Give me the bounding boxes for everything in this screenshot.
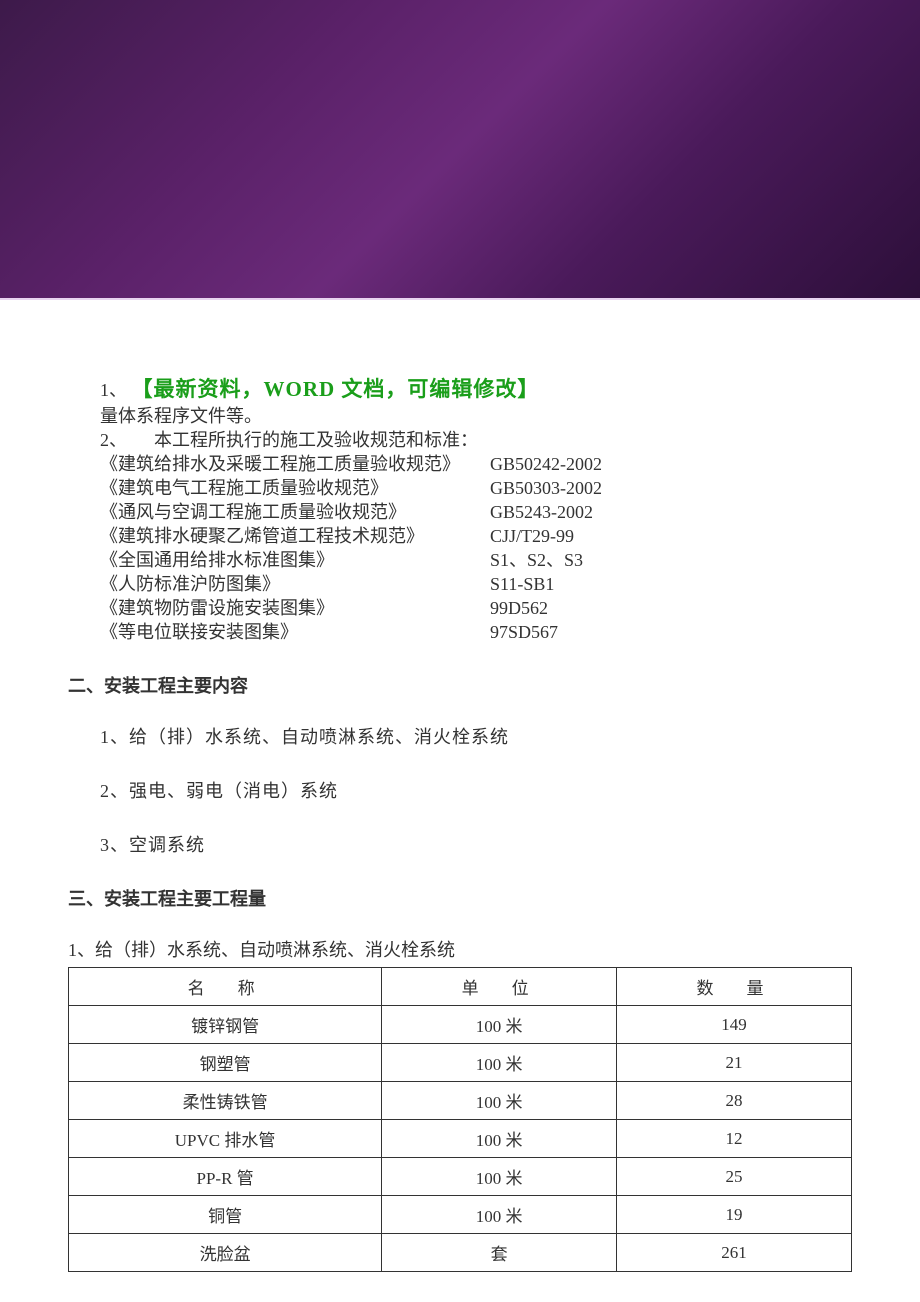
cell-qty: 19 bbox=[617, 1196, 852, 1234]
section-2-item: 2、强电、弱电（消电）系统 bbox=[100, 777, 820, 803]
cell-qty: 149 bbox=[617, 1006, 852, 1044]
table-row: 洗脸盆 套 261 bbox=[69, 1234, 852, 1272]
table-row: PP-R 管 100 米 25 bbox=[69, 1158, 852, 1196]
cell-name: 洗脸盆 bbox=[69, 1234, 382, 1272]
spec-code: GB50303-2002 bbox=[490, 476, 820, 500]
spec-code: 97SD567 bbox=[490, 620, 820, 644]
cell-qty: 261 bbox=[617, 1234, 852, 1272]
cell-unit: 100 米 bbox=[382, 1006, 617, 1044]
col-header-qty: 数 量 bbox=[617, 968, 852, 1006]
cell-unit: 100 米 bbox=[382, 1158, 617, 1196]
section-2-item: 1、给（排）水系统、自动喷淋系统、消火栓系统 bbox=[100, 723, 820, 749]
spec-code: S1、S2、S3 bbox=[490, 548, 820, 572]
cell-unit: 套 bbox=[382, 1234, 617, 1272]
table-row: 钢塑管 100 米 21 bbox=[69, 1044, 852, 1082]
table-header-row: 名 称 单 位 数 量 bbox=[69, 968, 852, 1006]
section-standards: 1、 【最新资料，WORD 文档，可编辑修改】 量体系程序文件等。 2、 本工程… bbox=[100, 375, 820, 644]
cell-qty: 12 bbox=[617, 1120, 852, 1158]
spec-name: 《建筑电气工程施工质量验收规范》 bbox=[100, 476, 490, 500]
table-row: 柔性铸铁管 100 米 28 bbox=[69, 1082, 852, 1120]
spec-code: CJJ/T29-99 bbox=[490, 524, 820, 548]
spec-row: 《建筑物防雷设施安装图集》 99D562 bbox=[100, 596, 820, 620]
cell-name: UPVC 排水管 bbox=[69, 1120, 382, 1158]
line-2: 2、 本工程所执行的施工及验收规范和标准： bbox=[100, 428, 820, 452]
spec-row: 《等电位联接安装图集》 97SD567 bbox=[100, 620, 820, 644]
table-row: 铜管 100 米 19 bbox=[69, 1196, 852, 1234]
cell-unit: 100 米 bbox=[382, 1120, 617, 1158]
spec-code: GB50242-2002 bbox=[490, 452, 820, 476]
col-header-name: 名 称 bbox=[69, 968, 382, 1006]
cell-unit: 100 米 bbox=[382, 1082, 617, 1120]
spec-row: 《建筑排水硬聚乙烯管道工程技术规范》 CJJ/T29-99 bbox=[100, 524, 820, 548]
spec-row: 《建筑电气工程施工质量验收规范》 GB50303-2002 bbox=[100, 476, 820, 500]
table-row: 镀锌钢管 100 米 149 bbox=[69, 1006, 852, 1044]
document-content: 1、 【最新资料，WORD 文档，可编辑修改】 量体系程序文件等。 2、 本工程… bbox=[0, 300, 920, 1302]
spec-row: 《人防标准沪防图集》 S11-SB1 bbox=[100, 572, 820, 596]
spec-code: GB5243-2002 bbox=[490, 500, 820, 524]
line-1: 1、 【最新资料，WORD 文档，可编辑修改】 bbox=[100, 375, 820, 404]
cell-name: 柔性铸铁管 bbox=[69, 1082, 382, 1120]
section-3-header: 三、安装工程主要工程量 bbox=[68, 885, 820, 911]
cell-name: PP-R 管 bbox=[69, 1158, 382, 1196]
cell-name: 钢塑管 bbox=[69, 1044, 382, 1082]
section-2-header: 二、安装工程主要内容 bbox=[68, 672, 820, 698]
cell-name: 铜管 bbox=[69, 1196, 382, 1234]
col-header-unit: 单 位 bbox=[382, 968, 617, 1006]
cell-qty: 21 bbox=[617, 1044, 852, 1082]
section-2-item: 3、空调系统 bbox=[100, 831, 820, 857]
cell-name: 镀锌钢管 bbox=[69, 1006, 382, 1044]
cell-unit: 100 米 bbox=[382, 1044, 617, 1082]
line-1-num: 1、 bbox=[100, 380, 127, 400]
spec-name: 《建筑给排水及采暖工程施工质量验收规范》 bbox=[100, 452, 490, 476]
spec-name: 《人防标准沪防图集》 bbox=[100, 572, 490, 596]
line-1-cont: 量体系程序文件等。 bbox=[100, 404, 820, 428]
spec-name: 《全国通用给排水标准图集》 bbox=[100, 548, 490, 572]
header-banner bbox=[0, 0, 920, 300]
quantity-table: 名 称 单 位 数 量 镀锌钢管 100 米 149 钢塑管 100 米 21 … bbox=[68, 967, 852, 1272]
spec-row: 《建筑给排水及采暖工程施工质量验收规范》 GB50242-2002 bbox=[100, 452, 820, 476]
spec-code: 99D562 bbox=[490, 596, 820, 620]
spec-row: 《全国通用给排水标准图集》 S1、S2、S3 bbox=[100, 548, 820, 572]
spec-name: 《建筑物防雷设施安装图集》 bbox=[100, 596, 490, 620]
cell-qty: 25 bbox=[617, 1158, 852, 1196]
spec-name: 《等电位联接安装图集》 bbox=[100, 620, 490, 644]
cell-qty: 28 bbox=[617, 1082, 852, 1120]
spec-code: S11-SB1 bbox=[490, 572, 820, 596]
highlight-title: 【最新资料，WORD 文档，可编辑修改】 bbox=[132, 377, 540, 401]
spec-name: 《建筑排水硬聚乙烯管道工程技术规范》 bbox=[100, 524, 490, 548]
spec-name: 《通风与空调工程施工质量验收规范》 bbox=[100, 500, 490, 524]
table-intro: 1、给（排）水系统、自动喷淋系统、消火栓系统 bbox=[68, 936, 820, 962]
cell-unit: 100 米 bbox=[382, 1196, 617, 1234]
spec-row: 《通风与空调工程施工质量验收规范》 GB5243-2002 bbox=[100, 500, 820, 524]
table-row: UPVC 排水管 100 米 12 bbox=[69, 1120, 852, 1158]
